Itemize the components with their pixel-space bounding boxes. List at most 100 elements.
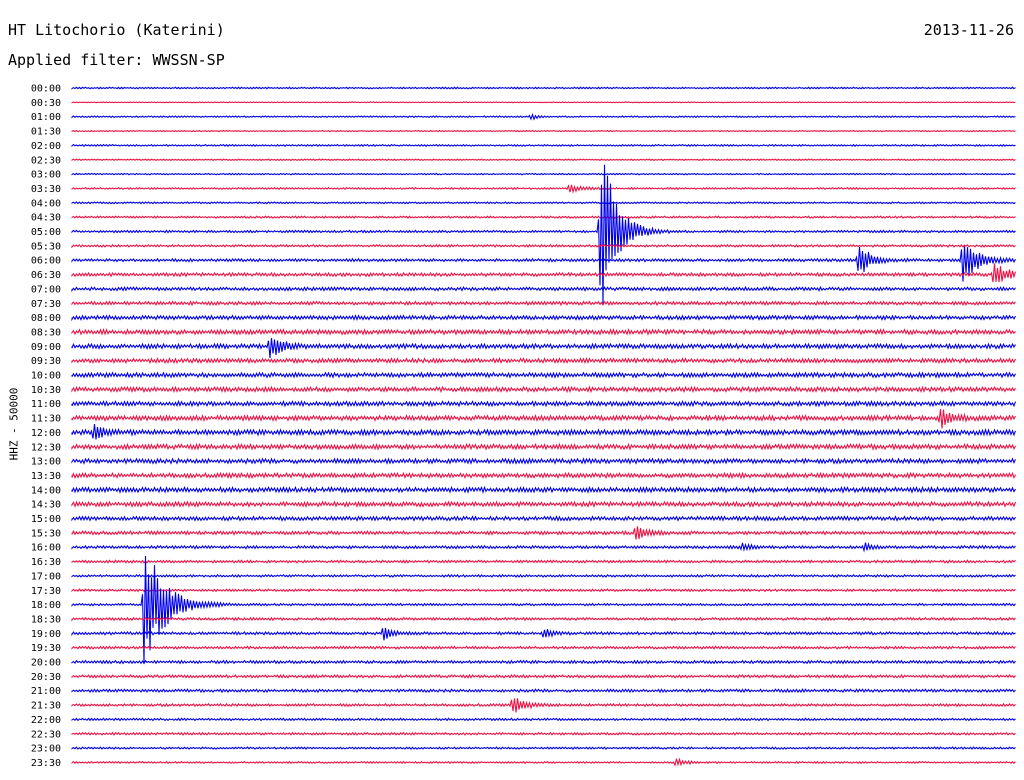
row-time-label: 14:30 [31,500,61,511]
trace-row-0400 [71,201,1016,205]
trace-row-0200 [71,143,1016,148]
trace-row-0630 [71,263,1017,283]
trace-row-1330 [71,471,1016,480]
row-time-label: 13:00 [31,457,61,468]
filter-label: Applied filter: WWSSN-SP [8,51,225,69]
trace-row-0100 [71,112,1016,121]
trace-row-2330 [71,757,1016,767]
trace-row-0230 [71,158,1016,162]
trace-row-1000 [71,371,1016,379]
row-time-label: 05:30 [31,241,61,252]
trace-row-1600 [71,542,1016,553]
row-time-label: 08:00 [31,313,61,324]
trace-row-0730 [71,300,1016,307]
row-time-label: 11:00 [31,399,61,410]
trace-row-1930 [71,645,1016,650]
trace-row-2300 [71,746,1016,750]
row-time-label: 23:00 [31,744,61,755]
trace-row-1500 [71,515,1016,522]
trace-group [71,86,1017,767]
row-time-label: 06:00 [31,256,61,267]
trace-row-2200 [71,717,1016,722]
row-time-label: 13:30 [31,471,61,482]
row-time-label: 18:30 [31,614,61,625]
trace-row-1630 [71,559,1016,564]
trace-row-1400 [71,485,1016,495]
row-time-label: 12:00 [31,428,61,439]
row-time-label: 12:30 [31,442,61,453]
trace-row-1030 [71,385,1016,394]
trace-row-2000 [71,659,1016,665]
row-time-label: 14:00 [31,485,61,496]
station-title: HT Litochorio (Katerini) [8,21,225,39]
row-time-label: 10:00 [31,371,61,382]
row-time-label: 09:30 [31,356,61,367]
trace-row-1530 [71,526,1016,540]
trace-row-1100 [71,399,1017,408]
trace-row-1800 [71,555,1016,663]
row-time-label: 15:00 [31,514,61,525]
row-time-label: 22:00 [31,715,61,726]
trace-row-0030 [71,101,1016,104]
row-time-label: 05:00 [31,227,61,238]
trace-row-1830 [71,616,1016,622]
row-time-label: 01:00 [31,112,61,123]
row-time-label: 19:00 [31,629,61,640]
row-time-label: 02:30 [31,155,61,166]
row-time-label: 00:30 [31,98,61,109]
row-time-label: 17:00 [31,571,61,582]
row-time-label: 06:30 [31,270,61,281]
trace-row-0600 [71,246,1016,282]
row-time-label: 21:00 [31,686,61,697]
trace-row-0430 [71,215,1016,219]
trace-row-0130 [71,129,1016,133]
row-time-label: 03:00 [31,170,61,181]
row-time-label: 20:00 [31,658,61,669]
row-time-label: 18:00 [31,600,61,611]
trace-row-2100 [71,688,1016,694]
trace-row-0930 [71,357,1016,365]
row-time-label: 16:00 [31,543,61,554]
trace-row-1300 [71,457,1017,465]
row-time-label: 08:30 [31,327,61,338]
record-date: 2013-11-26 [923,21,1014,39]
trace-row-0330 [71,184,1016,194]
row-time-label: 02:00 [31,141,61,152]
trace-row-0800 [71,314,1016,322]
trace-row-2230 [71,731,1016,736]
row-time-label: 17:30 [31,586,61,597]
trace-row-0900 [71,338,1016,359]
trace-row-1900 [71,627,1016,641]
trace-row-1730 [71,588,1016,593]
row-time-label: 09:00 [31,342,61,353]
row-time-label: 03:30 [31,184,61,195]
row-time-label: 22:30 [31,729,61,740]
row-time-label: 07:30 [31,299,61,310]
row-time-label: 21:30 [31,701,61,712]
trace-row-0830 [71,328,1016,336]
trace-row-0000 [71,86,1016,90]
trace-row-1700 [71,573,1016,578]
trace-row-1230 [71,442,1016,451]
trace-row-0530 [71,243,1016,249]
row-time-label: 23:30 [31,758,61,769]
trace-row-1200 [71,424,1017,440]
row-time-label: 16:30 [31,557,61,568]
trace-row-2130 [71,698,1016,713]
row-time-label: 04:00 [31,198,61,209]
trace-row-2030 [71,673,1016,679]
trace-row-0500 [71,164,1016,305]
trace-row-1430 [71,500,1017,508]
row-time-label: 04:30 [31,213,61,224]
row-time-label: 00:00 [31,84,61,95]
row-time-label: 15:30 [31,528,61,539]
row-time-label: 01:30 [31,127,61,138]
trace-row-1130 [71,408,1016,429]
row-time-label: 10:30 [31,385,61,396]
row-time-label: 11:30 [31,414,61,425]
trace-row-0700 [71,285,1016,293]
row-time-label: 19:30 [31,643,61,654]
row-time-label: 20:30 [31,672,61,683]
time-label-group: 00:00 00:30 01:00 01:30 02:00 02:30 03:00 03:30… [31,84,61,769]
